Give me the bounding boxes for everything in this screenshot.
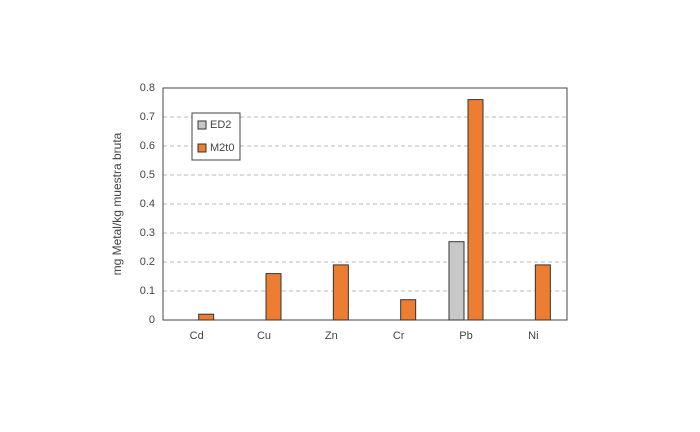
y-tick-label: 0.1 [140, 285, 155, 297]
x-tick-label: Zn [325, 330, 338, 342]
y-tick-label: 0.8 [140, 82, 155, 94]
bar [198, 313, 215, 321]
plot-frame [162, 87, 568, 321]
y-tick-label: 0.6 [140, 140, 155, 152]
x-tick-label: Cu [257, 330, 271, 342]
y-tick-label: 0 [149, 314, 155, 326]
x-tick-label: Cr [393, 330, 405, 342]
bar [467, 99, 484, 321]
bar [265, 273, 282, 321]
x-tick-label: Cd [190, 330, 204, 342]
y-tick-label: 0.4 [140, 198, 155, 210]
legend-swatch [197, 120, 207, 130]
legend-label: M2t0 [210, 142, 234, 154]
y-tick-label: 0.7 [140, 111, 155, 123]
bar [332, 264, 349, 321]
x-tick-label: Ni [528, 330, 538, 342]
y-tick-label: 0.5 [140, 169, 155, 181]
legend-label: ED2 [210, 119, 231, 131]
y-tick-label: 0.3 [140, 227, 155, 239]
bar [534, 264, 551, 321]
y-axis-label: mg Metal/kg muestra bruta [110, 132, 124, 275]
x-tick-label: Pb [459, 330, 472, 342]
legend-swatch [197, 143, 207, 153]
bar [400, 299, 417, 321]
bar [448, 241, 465, 321]
y-tick-label: 0.2 [140, 256, 155, 268]
